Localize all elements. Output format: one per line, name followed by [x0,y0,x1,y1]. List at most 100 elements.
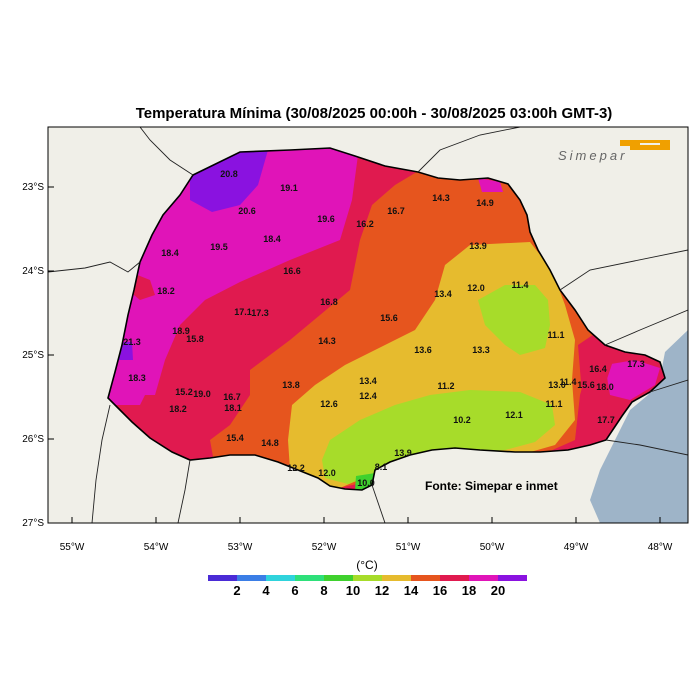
lon-tick-label: 54°W [144,542,169,553]
colorbar-swatch [237,575,266,581]
station-value: 16.7 [223,392,241,402]
station-value: 16.2 [356,219,374,229]
longitude-axis: 55°W 54°W 53°W 52°W 51°W 50°W 49°W 48°W [60,517,673,553]
station-value: 13.8 [282,380,300,390]
station-values: 20.8 19.1 20.6 19.6 16.7 14.3 14.9 18.4 19.5 18.4… [123,169,645,488]
colorbar-tick-label: 6 [291,583,298,598]
station-value: 16.6 [283,266,301,276]
lon-tick-label: 51°W [396,542,421,553]
lat-tick-label: 23°S [22,182,44,193]
colorbar: (°C) 2 4 6 8 10 12 14 16 18 20 [208,558,527,598]
colorbar-tick-label: 4 [262,583,270,598]
station-value: 12.4 [359,391,377,401]
station-value: 18.3 [128,373,146,383]
colorbar-swatch [295,575,324,581]
station-value: 11.2 [437,381,454,391]
colorbar-tick-label: 12 [375,583,389,598]
station-value: 16.8 [320,297,338,307]
station-value: 10.2 [453,415,471,425]
station-value: 11.1 [545,399,562,409]
lon-tick-label: 49°W [564,542,589,553]
colorbar-labels: 2 4 6 8 10 12 14 16 18 20 [233,583,505,598]
station-value: 18.2 [157,286,175,296]
lon-tick-label: 52°W [312,542,337,553]
station-value: 17.7 [597,415,615,425]
station-value: 13.4 [434,289,452,299]
station-value: 16.7 [387,206,405,216]
station-value: 21.3 [123,337,141,347]
station-value: 16.4 [589,364,607,374]
lat-tick-label: 24°S [22,266,44,277]
neighbour-borders [48,127,688,523]
station-value: 12.0 [467,283,485,293]
colorbar-swatches [208,575,527,581]
station-value: 12.1 [505,410,523,420]
station-value: 17.3 [251,308,269,318]
station-value: 18.4 [263,234,281,244]
station-value: 18.2 [169,404,187,414]
lon-tick-label: 53°W [228,542,253,553]
colorbar-swatch [498,575,527,581]
logo-text: Simepar [558,148,627,163]
lat-tick-label: 27°S [22,518,44,529]
station-value: 13.0 [548,380,566,390]
colorbar-tick-label: 20 [491,583,505,598]
station-value: 13.4 [359,376,377,386]
station-value: 18.0 [596,382,614,392]
station-value: 18.9 [172,326,190,336]
colorbar-tick-label: 14 [404,583,419,598]
lon-tick-label: 50°W [480,542,505,553]
station-value: 19.0 [193,389,211,399]
station-value: 13.9 [394,448,412,458]
station-value: 19.1 [280,183,298,193]
station-value: 17.1 [234,307,252,317]
simepar-logo: Simepar [558,140,670,163]
lat-tick-label: 25°S [22,350,44,361]
station-value: 11.4 [559,377,576,387]
station-value: 20.6 [238,206,256,216]
station-value: 15.8 [186,334,204,344]
colorbar-swatch [324,575,353,581]
station-value: 10.0 [357,478,375,488]
temperature-field [108,148,665,490]
station-value: 11.1 [547,330,564,340]
station-value: 14.8 [261,438,279,448]
colorbar-tick-label: 8 [320,583,327,598]
colorbar-swatch [266,575,295,581]
map-title: Temperatura Mínima (30/08/2025 00:00h - … [136,105,613,122]
station-value: 15.6 [380,313,398,323]
station-value: 11.4 [511,280,528,290]
station-value: 14.9 [476,198,494,208]
station-value: 14.3 [432,193,450,203]
station-value: 14.3 [318,336,336,346]
station-value: 19.5 [210,242,228,252]
station-value: 13.3 [472,345,490,355]
station-value: 12.0 [318,468,336,478]
station-value: 15.4 [226,433,244,443]
station-value: 13.6 [414,345,432,355]
colorbar-tick-label: 18 [462,583,476,598]
lon-tick-label: 55°W [60,542,85,553]
colorbar-tick-label: 16 [433,583,447,598]
colorbar-swatch [411,575,440,581]
station-value: 18.4 [161,248,179,258]
colorbar-swatch [440,575,469,581]
lat-tick-label: 26°S [22,434,44,445]
colorbar-tick-label: 2 [233,583,240,598]
lon-tick-label: 48°W [648,542,673,553]
station-value: 8.1 [375,462,388,472]
station-value: 18.1 [224,403,242,413]
source-label: Fonte: Simepar e inmet [425,479,558,493]
station-value: 17.3 [627,359,645,369]
state-outline [107,147,666,491]
latitude-axis: 23°S 24°S 25°S 26°S 27°S [22,182,54,529]
colorbar-swatch [382,575,411,581]
colorbar-swatch [353,575,382,581]
station-value: 15.2 [175,387,193,397]
colorbar-unit: (°C) [356,558,377,572]
station-value: 15.6 [577,380,595,390]
station-value: 19.6 [317,214,335,224]
station-value: 20.8 [220,169,238,179]
station-value: 12.6 [320,399,338,409]
